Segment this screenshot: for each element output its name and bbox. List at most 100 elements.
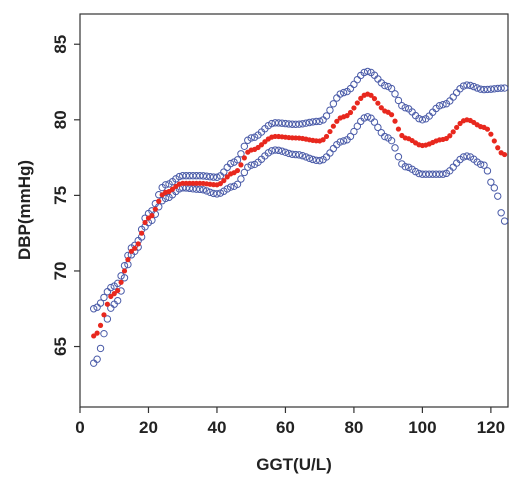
data-point bbox=[480, 161, 488, 169]
data-point bbox=[312, 156, 320, 165]
data-point bbox=[103, 288, 112, 296]
data-point bbox=[374, 123, 382, 132]
data-point bbox=[344, 113, 350, 119]
data-point bbox=[336, 90, 344, 98]
y-axis: 65 70 75 80 85 bbox=[51, 35, 80, 356]
data-point bbox=[428, 108, 437, 116]
series-lower-bound bbox=[89, 113, 509, 367]
data-point bbox=[351, 105, 357, 111]
y-axis-title: DBP(mmHg) bbox=[15, 160, 34, 260]
plot-frame bbox=[79, 13, 509, 408]
data-point bbox=[213, 190, 221, 198]
data-point bbox=[224, 174, 230, 180]
data-point bbox=[100, 329, 108, 338]
data-point bbox=[454, 124, 460, 131]
data-point bbox=[142, 219, 148, 226]
data-point bbox=[491, 138, 497, 144]
data-point bbox=[89, 305, 98, 313]
data-point bbox=[240, 168, 249, 177]
data-point bbox=[329, 144, 338, 153]
data-point bbox=[490, 85, 499, 93]
data-point bbox=[447, 133, 453, 139]
data-point bbox=[247, 161, 255, 169]
data-point bbox=[381, 81, 389, 90]
data-point bbox=[271, 146, 279, 154]
x-tick-label: 20 bbox=[139, 418, 158, 437]
data-point bbox=[333, 94, 341, 102]
data-point bbox=[237, 150, 245, 158]
data-point bbox=[378, 105, 384, 111]
data-point bbox=[295, 120, 303, 128]
x-axis: 0 20 40 60 80 100 120 bbox=[75, 407, 505, 437]
data-point bbox=[96, 299, 105, 307]
data-point bbox=[111, 291, 117, 297]
data-point bbox=[329, 100, 338, 108]
data-point bbox=[103, 315, 112, 323]
data-point bbox=[371, 96, 378, 102]
data-point bbox=[292, 150, 300, 159]
data-point bbox=[161, 194, 170, 203]
data-point bbox=[298, 120, 307, 128]
data-point bbox=[350, 80, 358, 89]
data-point bbox=[375, 100, 381, 106]
data-point bbox=[199, 186, 207, 194]
data-point bbox=[354, 100, 360, 106]
data-point bbox=[247, 134, 255, 142]
data-point bbox=[387, 84, 396, 93]
data-point bbox=[295, 151, 303, 159]
data-point bbox=[346, 132, 355, 141]
data-point bbox=[401, 104, 409, 112]
data-point bbox=[415, 169, 423, 178]
data-point bbox=[100, 293, 108, 302]
data-point bbox=[234, 167, 241, 174]
data-point bbox=[241, 155, 247, 161]
data-point bbox=[315, 117, 324, 126]
data-point bbox=[161, 181, 170, 189]
data-point bbox=[449, 93, 457, 101]
data-point bbox=[113, 296, 122, 305]
data-point bbox=[463, 81, 471, 89]
data-point bbox=[221, 178, 227, 184]
data-point bbox=[500, 217, 509, 225]
y-tick-label: 80 bbox=[51, 110, 70, 129]
data-point bbox=[363, 113, 372, 121]
data-point bbox=[334, 118, 340, 124]
data-point bbox=[91, 333, 97, 339]
data-point bbox=[336, 138, 344, 146]
data-point bbox=[394, 153, 403, 161]
data-point bbox=[101, 312, 107, 318]
data-point bbox=[202, 172, 211, 180]
x-tick-label: 100 bbox=[408, 418, 436, 437]
x-tick-label: 80 bbox=[344, 418, 363, 437]
data-point bbox=[274, 119, 283, 127]
x-tick-label: 120 bbox=[477, 418, 505, 437]
data-point bbox=[439, 170, 447, 178]
x-axis-title: GGT(U/L) bbox=[256, 455, 332, 474]
data-point bbox=[395, 126, 402, 132]
data-point bbox=[374, 75, 382, 83]
y-tick-label: 70 bbox=[51, 262, 70, 281]
data-point bbox=[152, 206, 158, 212]
data-point bbox=[237, 175, 245, 183]
data-point bbox=[223, 163, 231, 172]
data-point bbox=[315, 156, 324, 165]
data-point bbox=[488, 131, 494, 137]
data-point bbox=[125, 257, 131, 263]
data-point bbox=[439, 100, 447, 109]
data-point bbox=[450, 129, 456, 135]
data-point bbox=[302, 153, 310, 161]
data-point bbox=[387, 136, 396, 145]
data-point bbox=[401, 162, 409, 171]
data-point bbox=[490, 184, 499, 192]
data-point bbox=[268, 119, 276, 128]
data-point bbox=[327, 128, 333, 135]
data-point bbox=[312, 117, 320, 126]
data-point bbox=[96, 344, 105, 353]
data-point bbox=[139, 230, 145, 236]
data-point bbox=[370, 118, 379, 126]
data-point bbox=[305, 154, 314, 162]
data-point bbox=[169, 186, 176, 192]
data-point bbox=[339, 137, 348, 145]
data-point bbox=[206, 188, 214, 197]
